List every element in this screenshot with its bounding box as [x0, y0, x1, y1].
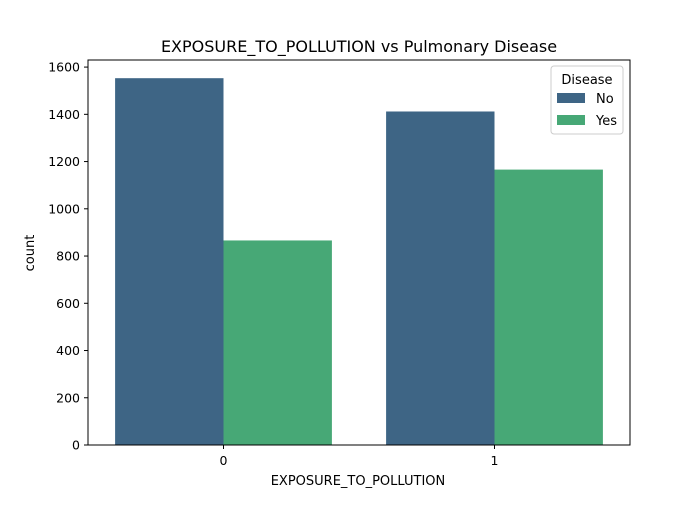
y-tick-label-400: 400 — [56, 343, 80, 358]
y-tick-label-600: 600 — [56, 296, 80, 311]
x-axis-label: EXPOSURE_TO_POLLUTION — [271, 474, 446, 489]
axes-layer: 0 200 400 600 800 1000 1200 1400 1600 0 1 — [48, 59, 631, 468]
y-tick-label-800: 800 — [56, 249, 80, 264]
bar-yes-1 — [494, 169, 603, 445]
y-axis-label: count — [23, 235, 38, 272]
x-tick-label-0: 0 — [220, 453, 228, 468]
plot-frame — [87, 59, 631, 446]
bar-no-1 — [386, 111, 495, 446]
y-tick-label-1200: 1200 — [48, 154, 80, 169]
y-tick-label-200: 200 — [56, 390, 80, 405]
legend-swatch-yes — [557, 115, 585, 125]
y-tick-label-1000: 1000 — [48, 201, 80, 216]
bar-no-0 — [115, 78, 224, 445]
x-tick-label-1: 1 — [491, 453, 499, 468]
legend: Disease No Yes — [550, 65, 624, 135]
y-tick-label-0: 0 — [72, 438, 80, 453]
legend-swatch-no — [557, 93, 585, 103]
legend-label-no: No — [596, 92, 614, 107]
chart-title: EXPOSURE_TO_POLLUTION vs Pulmonary Disea… — [161, 37, 557, 57]
y-tick-label-1400: 1400 — [48, 107, 80, 122]
legend-label-yes: Yes — [595, 114, 617, 129]
legend-title: Disease — [561, 73, 612, 88]
bars-layer — [115, 78, 603, 446]
bar-yes-0 — [223, 240, 332, 445]
y-tick-label-1600: 1600 — [48, 60, 80, 75]
